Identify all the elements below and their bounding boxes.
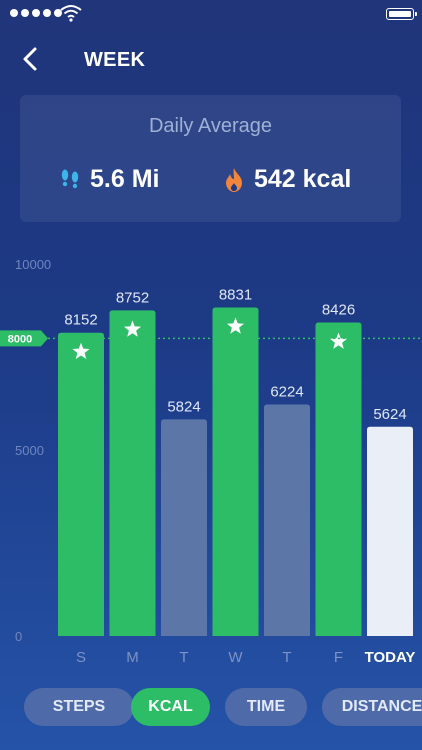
x-category-label: TODAY [365, 649, 416, 666]
x-category-label: W [228, 649, 243, 666]
y-tick-label: 10000 [15, 257, 51, 272]
bar-value-label: 8152 [64, 312, 97, 329]
bar-value-label: 6224 [270, 383, 303, 400]
flame-icon [226, 167, 242, 192]
footsteps-icon [61, 169, 79, 188]
tab-steps[interactable]: STEPS [24, 688, 134, 726]
distance-value: 5.6 Mi [90, 165, 160, 193]
goal-star-icon [72, 342, 90, 360]
bar-value-label: 8426 [322, 302, 355, 319]
bar-value-label: 8831 [219, 286, 252, 303]
page-title: WEEK [84, 49, 146, 71]
bar[interactable] [315, 322, 362, 636]
metric-tabs: STEPS KCAL TIME DISTANCE [0, 688, 422, 726]
goal-star-icon [329, 332, 348, 349]
goal-star-icon [123, 320, 142, 337]
daily-average-card: Daily Average 5.6 Mi 542 kcal [20, 95, 401, 222]
battery-icon [386, 8, 417, 20]
card-title: Daily Average [148, 115, 273, 137]
calories-stat: 542 kcal [222, 165, 351, 194]
tab-distance[interactable]: DISTANCE [322, 688, 422, 726]
x-category-label: T [282, 649, 291, 666]
tab-kcal[interactable]: KCAL [131, 688, 210, 726]
goal-star-icon [226, 317, 245, 334]
back-chevron-icon[interactable] [16, 44, 46, 74]
wifi-icon [60, 5, 82, 22]
status-bar [0, 0, 422, 28]
bar[interactable] [264, 404, 310, 636]
bar-value-label: 8752 [116, 289, 149, 306]
tab-time[interactable]: TIME [225, 688, 307, 726]
x-category-label: T [179, 649, 188, 666]
y-tick-label: 0 [15, 629, 22, 644]
bar[interactable] [212, 307, 259, 636]
bar-value-label: 5624 [373, 406, 406, 423]
y-tick-label: 5000 [15, 443, 44, 458]
weekly-kcal-chart: 0 5000 10000 8152 S 8752 M 5824 T 8831 W 6224 T 8426 F… [0, 240, 422, 670]
bar[interactable] [161, 419, 207, 636]
calories-value: 542 kcal [254, 165, 352, 193]
goal-badge [0, 330, 48, 347]
x-category-label: S [76, 649, 86, 666]
signal-strength-icon [10, 9, 62, 17]
bar[interactable] [109, 310, 156, 636]
goal-badge-label: 8000 [8, 333, 32, 345]
x-category-label: F [334, 649, 343, 666]
distance-stat: 5.6 Mi [58, 165, 159, 194]
x-category-label: M [126, 649, 139, 666]
bar-value-label: 5824 [167, 398, 200, 415]
bar[interactable] [367, 426, 413, 636]
header: WEEK [0, 40, 422, 80]
bar[interactable] [58, 332, 104, 636]
bar-chart: 0 5000 10000 8152 S 8752 M 5824 T 8831 W 6224 T 8426 F… [0, 257, 422, 666]
